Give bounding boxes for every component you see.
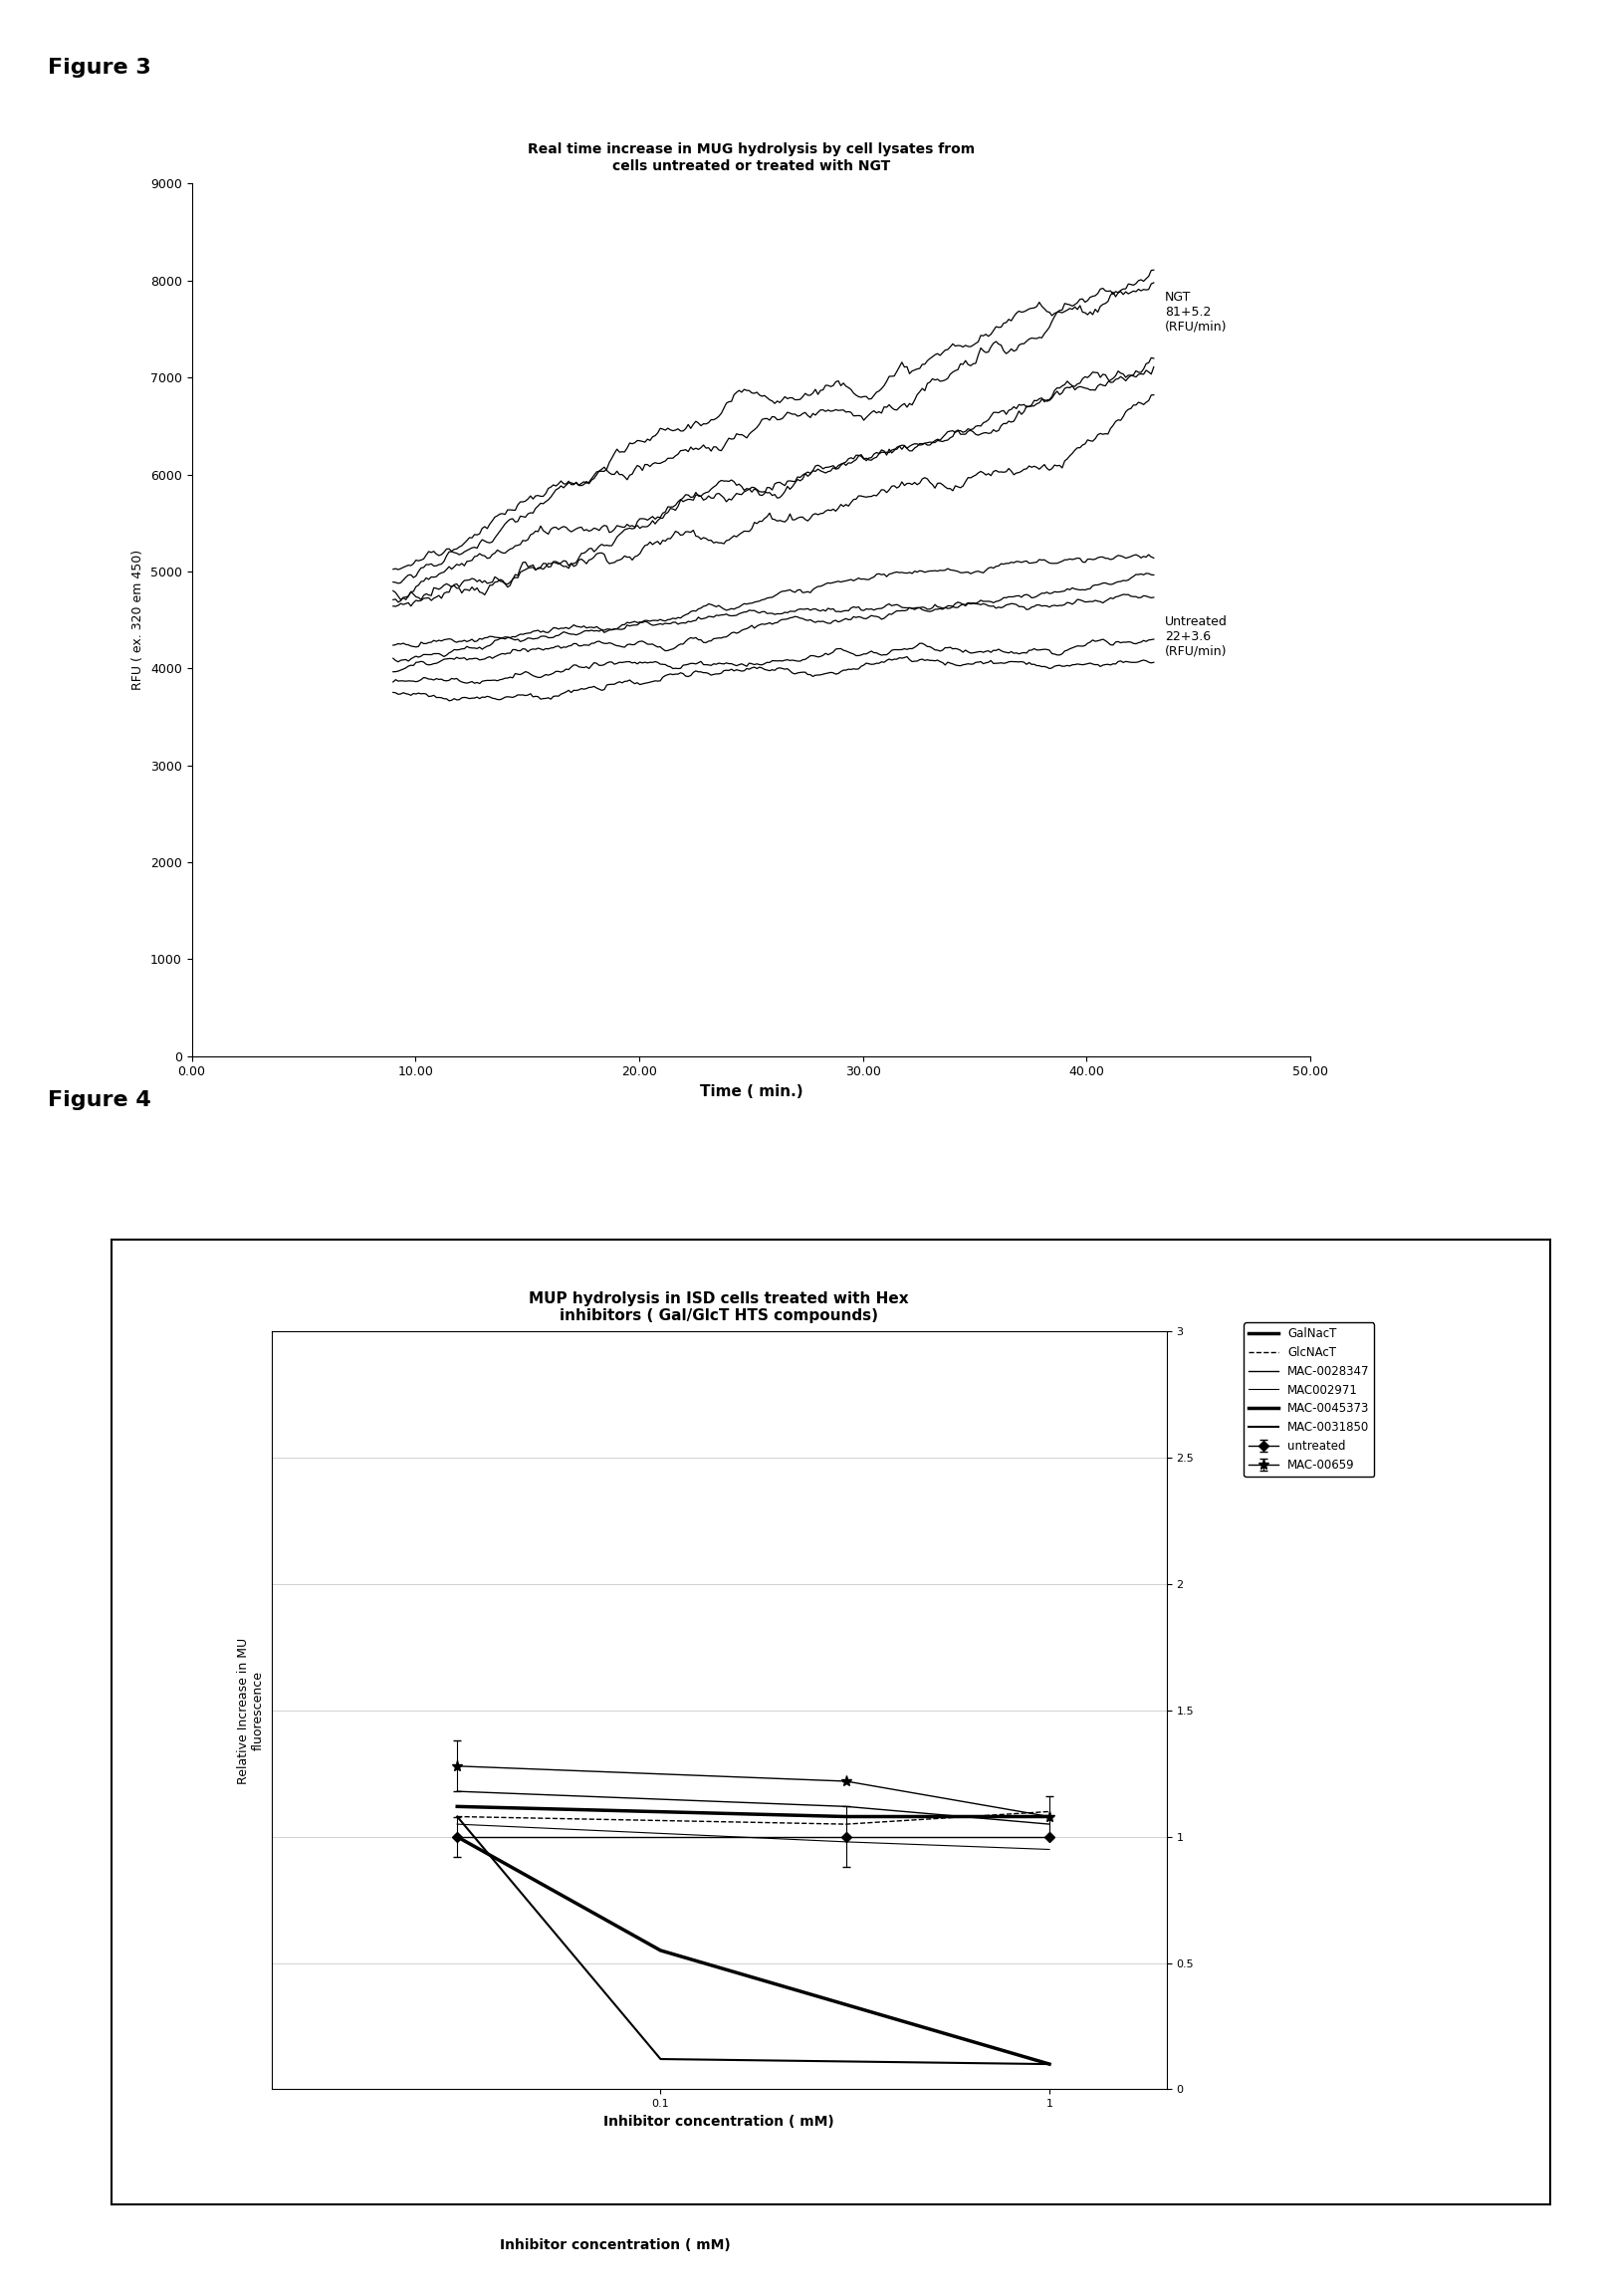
Text: Figure 4: Figure 4 xyxy=(48,1091,152,1111)
Y-axis label: Relative Increase in MU
fluorescence: Relative Increase in MU fluorescence xyxy=(237,1637,265,1784)
MAC-0045373 xyxy=(447,1823,467,1851)
Legend: GalNacT, GlcNAcT, MAC-0028347, MAC002971, MAC-0045373, MAC-0031850, untreated, M: GalNacT, GlcNAcT, MAC-0028347, MAC002971… xyxy=(1243,1322,1374,1476)
MAC-0028347 xyxy=(1040,1809,1059,1837)
Text: NGT
81+5.2
(RFU/min): NGT 81+5.2 (RFU/min) xyxy=(1165,289,1227,333)
X-axis label: Inhibitor concentration ( mM): Inhibitor concentration ( mM) xyxy=(604,2115,834,2128)
Text: Figure 3: Figure 3 xyxy=(48,57,152,78)
Line: GalNacT: GalNacT xyxy=(457,1807,1050,1816)
GlcNAcT xyxy=(1040,1798,1059,1825)
MAC-0045373 xyxy=(1040,2050,1059,2078)
Line: MAC002971: MAC002971 xyxy=(457,1823,1050,1851)
MAC002971 xyxy=(836,1828,855,1855)
X-axis label: Time ( min.): Time ( min.) xyxy=(700,1084,802,1100)
GalNacT xyxy=(1040,1802,1059,1830)
Line: MAC-0045373: MAC-0045373 xyxy=(457,1837,1050,2064)
GalNacT xyxy=(447,1793,467,1821)
MAC002971 xyxy=(447,1809,467,1837)
MAC-0045373 xyxy=(650,1938,670,1965)
GlcNAcT xyxy=(447,1802,467,1830)
Line: MAC-0031850: MAC-0031850 xyxy=(457,1816,1050,2064)
MAC002971 xyxy=(1040,1837,1059,1864)
GlcNAcT xyxy=(836,1809,855,1837)
GalNacT xyxy=(836,1802,855,1830)
Line: GlcNAcT: GlcNAcT xyxy=(457,1812,1050,1823)
Text: Inhibitor concentration ( mM): Inhibitor concentration ( mM) xyxy=(500,2239,730,2252)
MAC-0028347 xyxy=(836,1793,855,1821)
Text: Untreated
22+3.6
(RFU/min): Untreated 22+3.6 (RFU/min) xyxy=(1165,615,1227,659)
Title: Real time increase in MUG hydrolysis by cell lysates from
cells untreated or tre: Real time increase in MUG hydrolysis by … xyxy=(527,142,975,172)
MAC-0031850 xyxy=(447,1802,467,1830)
MAC-0028347 xyxy=(447,1777,467,1805)
Line: MAC-0028347: MAC-0028347 xyxy=(457,1791,1050,1823)
MAC-0031850 xyxy=(1040,2050,1059,2078)
MAC-0031850 xyxy=(650,2046,670,2073)
Title: MUP hydrolysis in ISD cells treated with Hex
inhibitors ( Gal/GlcT HTS compounds: MUP hydrolysis in ISD cells treated with… xyxy=(529,1290,909,1322)
Y-axis label: RFU ( ex. 320 em 450): RFU ( ex. 320 em 450) xyxy=(131,549,145,691)
